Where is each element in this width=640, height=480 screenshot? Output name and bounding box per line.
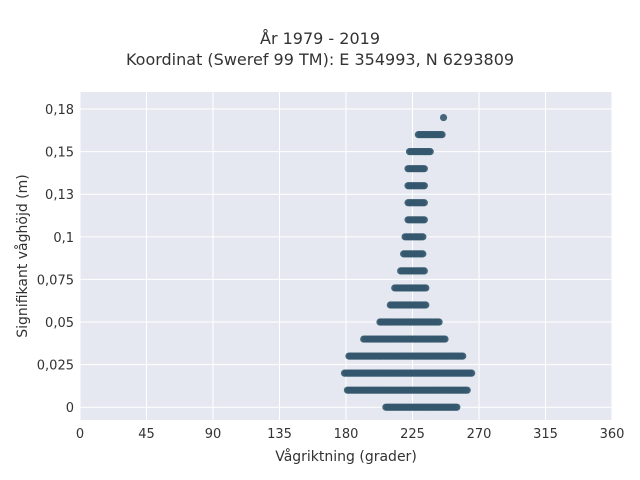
data-point (420, 165, 428, 173)
x-tick-label: 225 (400, 427, 425, 442)
data-point (468, 369, 476, 377)
x-tick-label: 135 (267, 427, 292, 442)
x-tick-label: 45 (138, 427, 155, 442)
data-point (463, 386, 471, 394)
x-tick-label: 360 (600, 427, 625, 442)
x-tick-label: 180 (334, 427, 359, 442)
data-point (419, 233, 427, 241)
y-tick-label: 0,15 (45, 146, 74, 161)
data-point (453, 403, 461, 411)
data-point (438, 130, 446, 139)
chart-subtitle: Koordinat (Sweref 99 TM): E 354993, N 62… (125, 50, 515, 69)
y-tick-label: 0,025 (37, 359, 74, 374)
x-tick-label: 90 (205, 427, 222, 442)
grid-lines (79, 92, 613, 420)
x-tick-label: 270 (467, 427, 492, 442)
y-axis-label: Signifikant våghöjd (m) (14, 174, 31, 337)
y-tick-label: 0,1 (53, 231, 74, 246)
data-point (459, 352, 467, 360)
data-point (420, 216, 428, 224)
data-point (422, 301, 430, 309)
y-tick-label: 0,13 (45, 188, 74, 203)
y-tick-label: 0 (66, 401, 74, 416)
x-axis-label: Vågriktning (grader) (275, 448, 417, 465)
y-tick-label: 0,18 (45, 103, 74, 118)
data-point (420, 182, 428, 190)
data-point (420, 199, 428, 207)
data-point (422, 284, 430, 292)
x-tick-label: 315 (533, 427, 558, 442)
data-point (435, 318, 443, 326)
y-tick-label: 0,05 (45, 316, 74, 331)
data-point (420, 267, 428, 275)
data-point (439, 113, 448, 122)
y-tick-label: 0,075 (37, 273, 74, 288)
y-axis-ticks: 0 0,025 0,05 0,075 0,1 0,13 0,15 0,18 (37, 103, 74, 416)
chart-title: År 1979 - 2019 (260, 29, 380, 48)
data-points (340, 113, 476, 411)
data-point (426, 148, 434, 156)
data-point (419, 250, 427, 258)
x-axis-ticks: 0 45 90 135 180 225 270 315 360 (76, 427, 625, 442)
x-tick-label: 0 (76, 427, 84, 442)
data-point (441, 335, 449, 343)
